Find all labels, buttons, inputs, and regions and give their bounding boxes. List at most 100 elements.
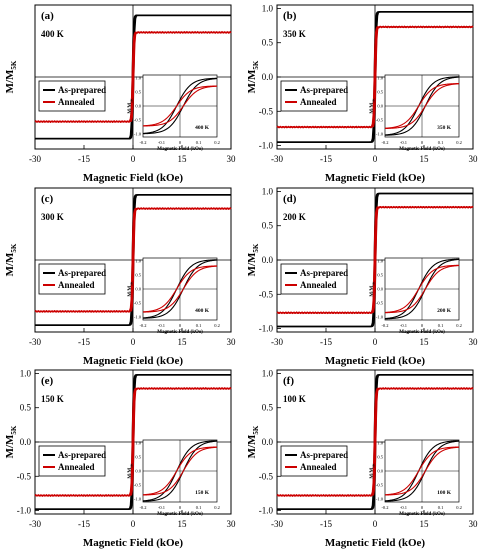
legend-label: Annealed — [300, 462, 337, 472]
inset-x-tick-label: 0.1 — [438, 505, 444, 510]
inset-temperature-label: 150 K — [195, 490, 210, 496]
inset-x-axis-title: Magnetic Field (kOe) — [157, 147, 203, 152]
inset-y-tick-label: -1.0 — [376, 315, 384, 320]
panel-label: (c) — [41, 193, 54, 205]
x-tick-label: 15 — [178, 154, 188, 164]
x-tick-label: -30 — [29, 154, 41, 164]
panel-label: (d) — [283, 193, 297, 205]
x-axis-title: Magnetic Field (kOe) — [83, 172, 184, 184]
inset-y-tick-label: 1.0 — [135, 441, 141, 446]
inset-x-tick-label: -0.1 — [400, 140, 407, 145]
inset-y-tick-label: -0.5 — [376, 483, 384, 488]
inset-y-tick-label: 0.5 — [377, 455, 383, 460]
x-tick-label: 15 — [178, 337, 188, 347]
x-tick-label: 30 — [227, 154, 237, 164]
panel-label: (e) — [41, 375, 54, 387]
inset-x-tick-label: -0.1 — [158, 323, 165, 328]
y-axis-title-main: M/M — [4, 69, 16, 93]
x-tick-label: 0 — [131, 337, 136, 347]
inset-y-tick-label: 0.0 — [135, 104, 141, 109]
inset-series-line-annealed — [384, 83, 460, 130]
x-tick-label: -30 — [29, 519, 41, 529]
x-axis-title: Magnetic Field (kOe) — [325, 172, 426, 184]
inset-y-tick-label: 1.0 — [135, 259, 141, 264]
inset-x-tick-label: -0.1 — [400, 505, 407, 510]
inset-series-line-annealed — [384, 264, 460, 313]
inset-x-tick-label: 0.2 — [214, 323, 220, 328]
y-tick-label: 0.0 — [262, 255, 274, 265]
x-axis-title: Magnetic Field (kOe) — [83, 355, 184, 367]
y-axis-title: M/M5K — [246, 243, 260, 276]
inset-y-axis-title-sub: 5K — [372, 281, 376, 286]
inset-x-axis-title: Magnetic Field (kOe) — [399, 512, 445, 517]
legend-box — [38, 263, 106, 295]
legend-box — [280, 263, 348, 295]
inset-series-line-annealed — [142, 446, 218, 496]
inset-x-tick-label: -0.1 — [158, 140, 165, 145]
inset-y-axis-title-sub: 5K — [130, 281, 134, 286]
y-tick-label: 0.5 — [20, 403, 32, 413]
series-line-annealed — [34, 31, 232, 123]
x-tick-label: -30 — [271, 337, 283, 347]
inset-y-tick-label: 0.0 — [377, 104, 383, 109]
x-tick-label: 15 — [178, 519, 188, 529]
y-tick-label: 0.5 — [262, 38, 274, 48]
inset-series-line-annealed — [142, 85, 218, 127]
x-tick-label: -15 — [78, 337, 90, 347]
y-tick-label: 1.0 — [262, 186, 274, 196]
x-tick-label: 30 — [227, 337, 237, 347]
legend-label: Annealed — [58, 280, 95, 290]
inset-x-tick-label: -0.1 — [158, 505, 165, 510]
panel-label: (f) — [283, 375, 294, 387]
series-line-annealed — [276, 387, 474, 497]
inset-x-tick-label: 0.2 — [456, 323, 462, 328]
y-axis-title: M/M5K — [246, 60, 260, 93]
inset-x-tick-label: 0.1 — [196, 323, 202, 328]
inset-y-tick-label: 0.5 — [135, 455, 141, 460]
inset-x-axis-title: Magnetic Field (kOe) — [399, 330, 445, 335]
inset-y-axis-title-main: M/M — [370, 468, 375, 479]
inset-x-tick-label: 0.2 — [214, 140, 220, 145]
inset-y-tick-label: -0.5 — [134, 301, 142, 306]
inset-y-tick-label: 0.5 — [377, 273, 383, 278]
x-tick-label: 0 — [131, 519, 136, 529]
inset-x-tick-label: -0.2 — [381, 505, 388, 510]
inset-y-tick-label: 1.0 — [377, 441, 383, 446]
y-axis-title-main: M/M — [246, 434, 258, 458]
legend-box — [280, 80, 348, 112]
panel-label: (b) — [283, 10, 297, 22]
y-tick-label: 1.0 — [20, 368, 32, 378]
inset-y-axis-title-main: M/M — [370, 286, 375, 297]
inset-x-tick-label: 0.2 — [214, 505, 220, 510]
panel-f: -30 -15 0 15 30 1.0 0.5 0.0 -0.5 -1.0 (f) 100 K As-p… — [246, 368, 478, 549]
inset-y-axis-title-main: M/M — [128, 286, 133, 297]
inset: -0.2 -0.1 0 0.1 0.2 1.0 0.5 0.0 -0.5 -1.0 200 K Mag… — [370, 257, 462, 335]
legend-label: As-prepared — [58, 268, 106, 278]
y-axis-title-main: M/M — [246, 252, 258, 276]
inset-x-tick-label: 0 — [421, 505, 424, 510]
inset-x-tick-label: 0.1 — [196, 140, 202, 145]
legend-label: As-prepared — [300, 85, 348, 95]
inset-temperature-label: 400 K — [195, 308, 210, 314]
legend-label: Annealed — [300, 280, 337, 290]
y-axis-title-sub: 5K — [10, 243, 18, 253]
y-axis-title: M/M5K — [4, 425, 18, 458]
legend-label: As-prepared — [300, 450, 348, 460]
x-axis-title: Magnetic Field (kOe) — [83, 537, 184, 549]
series-line-annealed — [34, 387, 232, 497]
panel-e: -30 -15 0 15 30 1.0 0.5 0.0 -0.5 -1.0 (e) 150 K As-p… — [4, 368, 236, 549]
y-axis-title-sub: 5K — [252, 425, 260, 435]
y-tick-label: -1.0 — [259, 141, 274, 151]
temperature-label: 100 K — [283, 394, 306, 404]
inset-y-axis-title-sub: 5K — [372, 98, 376, 103]
x-tick-label: -15 — [78, 519, 90, 529]
legend-label: As-prepared — [300, 268, 348, 278]
x-tick-label: 30 — [469, 154, 479, 164]
inset-y-tick-label: -0.5 — [376, 118, 384, 123]
legend-label: Annealed — [58, 462, 95, 472]
y-axis-title-sub: 5K — [252, 60, 260, 70]
series-line-annealed — [34, 207, 232, 313]
x-tick-label: -15 — [320, 519, 332, 529]
legend-label: Annealed — [58, 97, 95, 107]
